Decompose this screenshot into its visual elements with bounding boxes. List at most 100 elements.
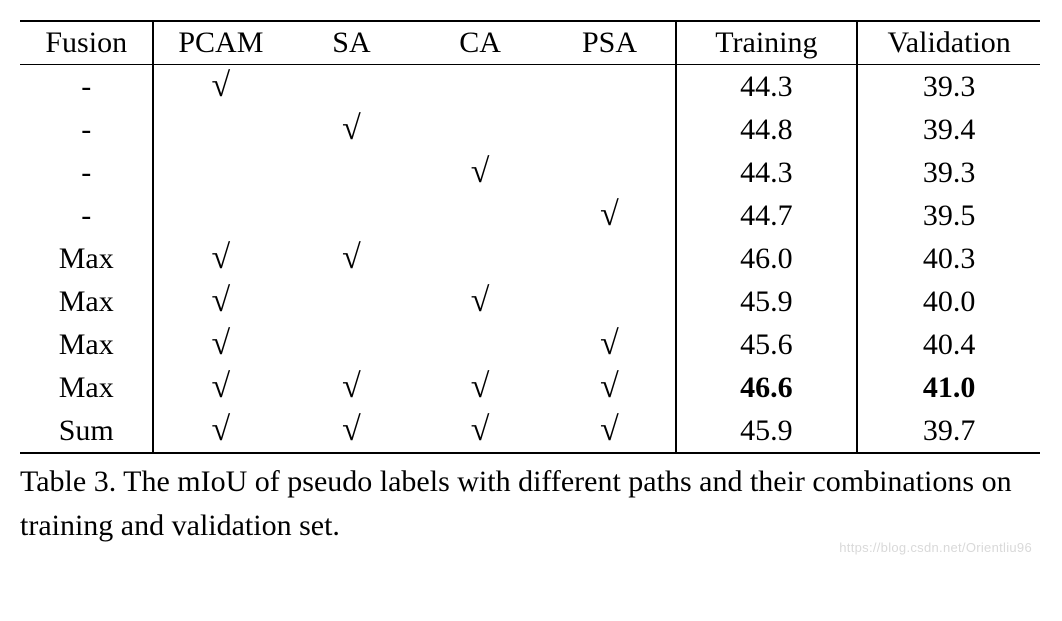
checkmark-cell: √ [153, 280, 287, 323]
col-header-validation: Validation [857, 21, 1040, 65]
check-icon: √ [471, 282, 490, 319]
validation-cell: 40.4 [857, 323, 1040, 366]
checkmark-cell [544, 108, 675, 151]
validation-cell: 41.0 [857, 366, 1040, 409]
validation-cell: 40.3 [857, 237, 1040, 280]
table-row: - √ 44.739.5 [20, 194, 1040, 237]
fusion-cell: Sum [20, 409, 153, 453]
training-cell: 44.7 [676, 194, 858, 237]
col-header-sa: SA [287, 21, 415, 65]
table-body: -√44.339.3-√44.839.4-√44.339.3-√44.739.5… [20, 65, 1040, 454]
checkmark-cell [153, 108, 287, 151]
checkmark-cell [416, 237, 545, 280]
col-header-training: Training [676, 21, 858, 65]
checkmark-cell [544, 237, 675, 280]
checkmark-cell: √ [153, 237, 287, 280]
checkmark-cell: √ [287, 108, 415, 151]
watermark-text: https://blog.csdn.net/Orientliu96 [839, 540, 1032, 555]
checkmark-cell [416, 194, 545, 237]
check-icon: √ [600, 325, 619, 362]
check-icon: √ [212, 282, 231, 319]
table-row: - √ 44.339.3 [20, 65, 1040, 109]
check-icon: √ [212, 239, 231, 276]
training-cell: 44.3 [676, 65, 858, 109]
checkmark-cell: √ [287, 366, 415, 409]
checkmark-cell [153, 151, 287, 194]
training-cell: 45.9 [676, 280, 858, 323]
checkmark-cell [287, 323, 415, 366]
validation-cell: 39.3 [857, 151, 1040, 194]
fusion-cell: Max [20, 280, 153, 323]
validation-cell: 39.4 [857, 108, 1040, 151]
check-icon: √ [471, 411, 490, 448]
checkmark-cell: √ [416, 409, 545, 453]
checkmark-cell [153, 194, 287, 237]
checkmark-cell [287, 65, 415, 109]
checkmark-cell: √ [416, 366, 545, 409]
check-icon: √ [600, 368, 619, 405]
check-icon: √ [471, 153, 490, 190]
table-row: Max √ √ 45.640.4 [20, 323, 1040, 366]
checkmark-cell: √ [416, 280, 545, 323]
fusion-cell: Max [20, 366, 153, 409]
check-icon: √ [212, 325, 231, 362]
validation-cell: 39.7 [857, 409, 1040, 453]
checkmark-cell [544, 151, 675, 194]
training-cell: 46.6 [676, 366, 858, 409]
checkmark-cell: √ [544, 194, 675, 237]
checkmark-cell [416, 108, 545, 151]
checkmark-cell: √ [544, 323, 675, 366]
checkmark-cell: √ [153, 65, 287, 109]
check-icon: √ [600, 196, 619, 233]
checkmark-cell [287, 194, 415, 237]
check-icon: √ [342, 411, 361, 448]
checkmark-cell [287, 280, 415, 323]
fusion-cell: - [20, 65, 153, 109]
training-cell: 46.0 [676, 237, 858, 280]
checkmark-cell [544, 280, 675, 323]
fusion-cell: - [20, 151, 153, 194]
table-row: Max √ √ √ √ 46.641.0 [20, 366, 1040, 409]
check-icon: √ [600, 411, 619, 448]
training-cell: 45.6 [676, 323, 858, 366]
training-cell: 45.9 [676, 409, 858, 453]
fusion-cell: Max [20, 323, 153, 366]
fusion-cell: Max [20, 237, 153, 280]
col-header-pcam: PCAM [153, 21, 287, 65]
training-cell: 44.3 [676, 151, 858, 194]
check-icon: √ [342, 110, 361, 147]
check-icon: √ [342, 368, 361, 405]
fusion-cell: - [20, 108, 153, 151]
table-row: - √ 44.339.3 [20, 151, 1040, 194]
checkmark-cell: √ [153, 409, 287, 453]
results-table-container: FusionPCAMSACAPSATrainingValidation - √ 44… [20, 20, 1040, 547]
training-cell: 44.8 [676, 108, 858, 151]
validation-cell: 40.0 [857, 280, 1040, 323]
validation-cell: 39.3 [857, 65, 1040, 109]
checkmark-cell: √ [416, 151, 545, 194]
check-icon: √ [212, 411, 231, 448]
table-head: FusionPCAMSACAPSATrainingValidation [20, 21, 1040, 65]
checkmark-cell [287, 151, 415, 194]
table-header-row: FusionPCAMSACAPSATrainingValidation [20, 21, 1040, 65]
checkmark-cell: √ [544, 409, 675, 453]
check-icon: √ [212, 368, 231, 405]
checkmark-cell: √ [544, 366, 675, 409]
validation-cell: 39.5 [857, 194, 1040, 237]
checkmark-cell [544, 65, 675, 109]
checkmark-cell: √ [287, 237, 415, 280]
checkmark-cell: √ [153, 323, 287, 366]
table-row: - √ 44.839.4 [20, 108, 1040, 151]
check-icon: √ [212, 67, 231, 104]
col-header-ca: CA [416, 21, 545, 65]
checkmark-cell [416, 65, 545, 109]
col-header-psa: PSA [544, 21, 675, 65]
col-header-fusion: Fusion [20, 21, 153, 65]
table-row: Sum √ √ √ √ 45.939.7 [20, 409, 1040, 453]
checkmark-cell: √ [287, 409, 415, 453]
check-icon: √ [342, 239, 361, 276]
table-caption: Table 3. The mIoU of pseudo labels with … [20, 460, 1040, 547]
fusion-cell: - [20, 194, 153, 237]
checkmark-cell [416, 323, 545, 366]
check-icon: √ [471, 368, 490, 405]
